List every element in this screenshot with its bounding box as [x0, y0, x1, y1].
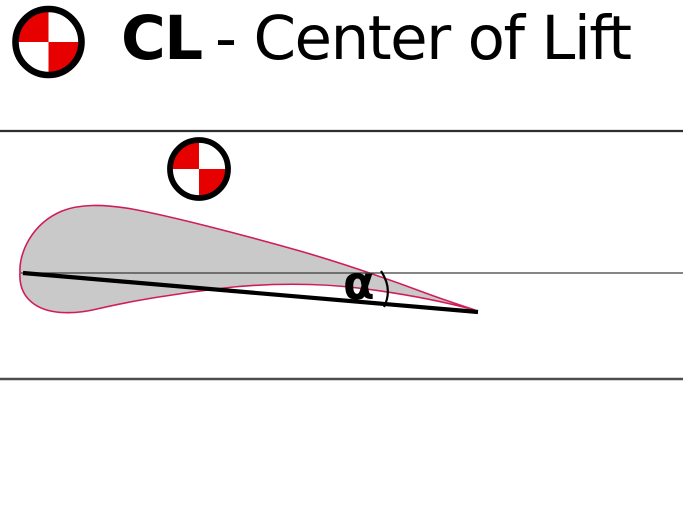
center-of-lift-icon: [15, 9, 81, 75]
center-of-lift-marker-icon: [170, 140, 228, 198]
title-abbreviation: CL: [121, 3, 203, 74]
chord-line: [22, 270, 479, 315]
page-title: CL - Center of Lift: [121, 8, 632, 70]
angle-arc: [380, 270, 389, 308]
title-text: - Center of Lift: [215, 3, 632, 74]
alpha-label: α: [343, 256, 375, 310]
airfoil-shape: [19, 204, 476, 314]
airfoil-section: [19, 204, 476, 314]
